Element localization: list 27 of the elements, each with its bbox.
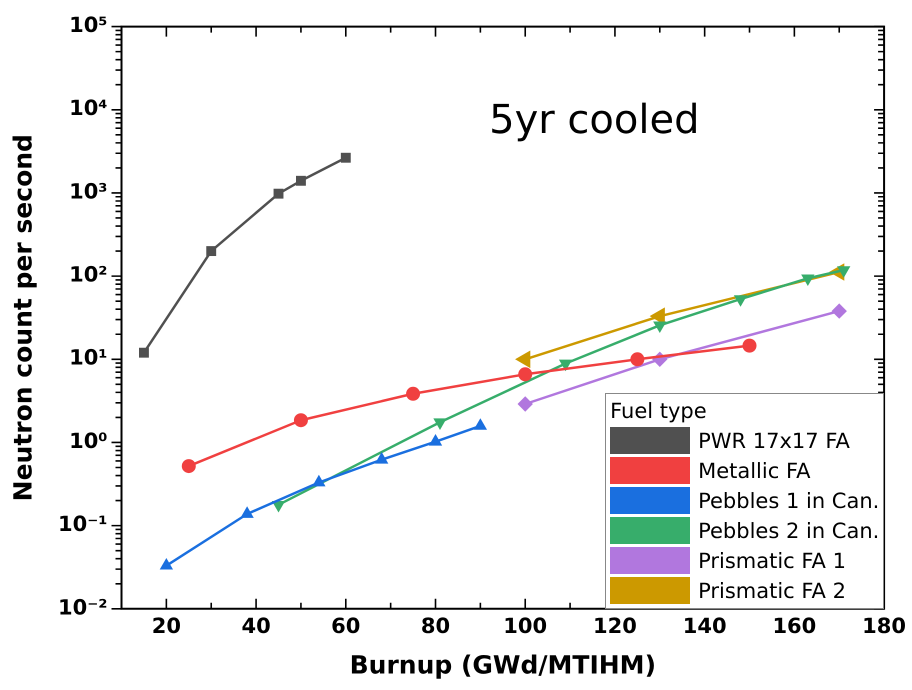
legend-label: Prismatic FA 2 (698, 578, 846, 605)
y-tick-label: 10² (69, 262, 108, 287)
y-tick-label: 10⁵ (69, 13, 108, 38)
y-tick-label: 10¹ (69, 346, 108, 370)
x-tick-label: 20 (152, 614, 181, 638)
annotation: 5yr cooled (489, 97, 700, 144)
x-tick-label: 140 (682, 614, 727, 638)
legend-label: Prismatic FA 1 (698, 548, 846, 575)
x-tick-label: 60 (331, 614, 360, 638)
y-tick-label: 10³ (69, 179, 108, 204)
legend-label: Pebbles 1 in Can. (698, 488, 880, 515)
legend-label: Pebbles 2 in Can. (698, 518, 880, 545)
legend-label: Metallic FA (698, 458, 810, 485)
x-tick-label: 40 (241, 614, 271, 638)
x-tick-label: 120 (593, 614, 637, 638)
x-axis-title: Burnup (GWd/MTIHM) (350, 650, 656, 680)
x-tick-label: 160 (772, 614, 816, 638)
y-tick-label: 10⁰ (69, 428, 108, 453)
legend-title: Fuel type (610, 398, 708, 425)
y-axis-title: Neutron count per second (8, 134, 38, 502)
x-tick-label: 100 (503, 614, 548, 638)
y-tick-label: 10⁻² (58, 595, 108, 620)
y-tick-label: 10⁴ (69, 96, 108, 120)
legend-label: PWR 17x17 FA (698, 428, 850, 455)
y-tick-label: 10⁻¹ (58, 512, 108, 536)
x-tick-label: 180 (862, 614, 906, 638)
x-tick-label: 80 (420, 614, 450, 638)
